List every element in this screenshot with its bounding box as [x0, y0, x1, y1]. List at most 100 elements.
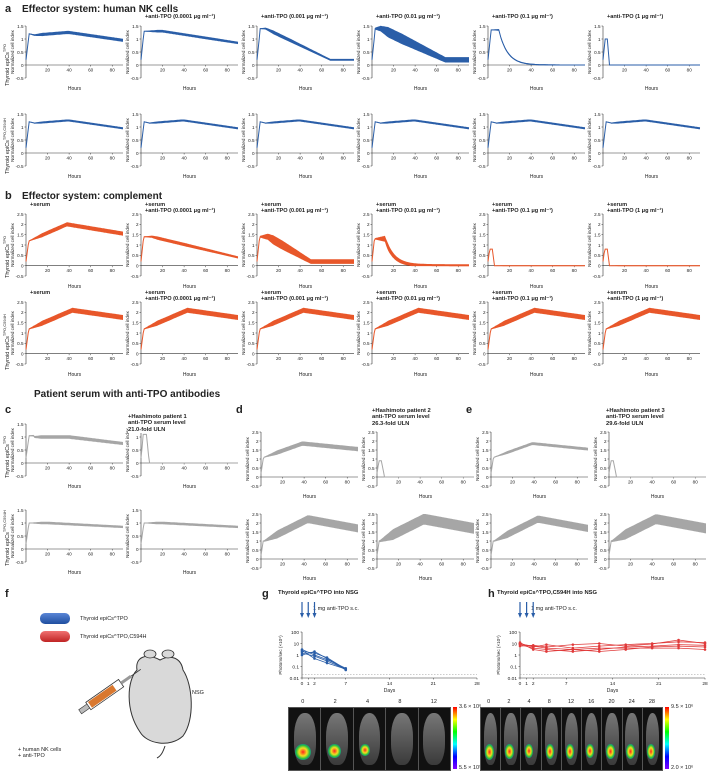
luminescence-signal: [626, 743, 636, 760]
x-tick-label: 20: [507, 156, 513, 161]
panel-f-treatment-text: + human NK cells + anti-TPO: [18, 747, 62, 759]
series-band: [141, 521, 238, 544]
y-tick-label: 0: [136, 461, 139, 466]
series-line: [260, 518, 359, 556]
y-tick-label: 0: [367, 63, 370, 68]
y-tick-label: 0.5: [363, 341, 370, 346]
x-tick-label: 60: [203, 68, 209, 73]
series-band: [488, 119, 585, 148]
y-tick-label: 1: [367, 125, 370, 130]
y-tick-label: 2: [486, 521, 489, 526]
x-tick-label: 20: [160, 156, 166, 161]
y-tick-label: 1.5: [252, 448, 259, 453]
x-axis-label: Hours: [68, 372, 82, 378]
y-tick-label: 1: [367, 37, 370, 42]
y-axis-label: Normalized cell index: [472, 310, 477, 354]
y-axis-label: Normalized cell index: [472, 222, 477, 266]
x-tick-label: 20: [391, 268, 397, 273]
y-tick-label: -0.5: [16, 362, 24, 367]
y-tick-label: 0: [483, 151, 486, 156]
y-tick-label: -0.5: [593, 362, 601, 367]
y-tick-label: 0.5: [248, 138, 255, 143]
x-tick-label: 60: [553, 480, 559, 485]
x-tick-label: 40: [302, 480, 308, 485]
y-tick-label: 1: [598, 125, 601, 130]
series-band: [372, 119, 469, 148]
mouse-body: [128, 655, 192, 744]
syringe-icon: [78, 669, 141, 715]
x-tick-label: 80: [225, 268, 231, 273]
mouse-tail: [156, 745, 166, 759]
y-tick-label: 1.5: [17, 508, 24, 513]
y-tick-label: 0.5: [248, 253, 255, 258]
mouse-data-point: [300, 651, 304, 655]
y-tick-label: 0.5: [363, 138, 370, 143]
x-tick-label: 80: [110, 268, 116, 273]
x-tick-label: 60: [439, 480, 445, 485]
y-axis-label: Normalized cell index: [241, 29, 246, 73]
subplot-title: +anti-TPO (0.0001 μg ml⁻¹): [145, 207, 215, 214]
nk-mutant-plot: -0.5 0 0.5 1 1.5 20 40 60 80 Hours Normalized cell…: [10, 112, 124, 180]
x-tick-label: 20: [391, 356, 397, 361]
y-tick-label: 0.5: [479, 253, 486, 258]
x-tick-label: 28: [474, 681, 480, 687]
mouse-label: NSG: [192, 690, 204, 696]
y-tick-label: 2.5: [482, 512, 489, 517]
y-tick-label: -0.5: [16, 474, 24, 479]
x-axis-label: Hours: [651, 576, 665, 582]
mouse-data-point: [597, 644, 601, 648]
y-tick-label: 2.5: [363, 212, 370, 217]
series-band: [488, 248, 585, 267]
x-tick-label: 2: [532, 681, 535, 687]
y-axis-label: Normalized cell index: [587, 310, 592, 354]
complement-tpo-plot: -0.5 0 0.5 1 1.5 2 2.5 20 40 60 80 Hours Normalized …: [10, 202, 124, 290]
y-tick-label: 0: [367, 263, 370, 268]
row-label-tpo: Thyroid epiCsTPO: [2, 435, 11, 478]
series-line: [140, 433, 238, 464]
y-tick-label: 0: [598, 63, 601, 68]
y-axis-label: Normalized cell index: [356, 310, 361, 354]
mouse-data-point: [597, 650, 601, 653]
mouse-data-point: [313, 650, 316, 653]
y-tick-label: 1: [372, 539, 375, 544]
y-axis-label: Normalized cell index: [10, 29, 15, 73]
y-tick-label: 1: [136, 243, 139, 248]
y-tick-label: 0.5: [17, 341, 24, 346]
mouse-data-point: [703, 645, 707, 649]
y-axis-label: Normalized cell index: [356, 117, 361, 161]
x-tick-label: 0: [301, 681, 304, 687]
x-tick-label: 80: [687, 268, 693, 273]
y-tick-label: 0.01: [290, 676, 300, 682]
x-tick-label: 20: [510, 562, 516, 567]
y-tick-label: 2: [256, 521, 259, 526]
subplot-title: +anti-TPO (0.001 μg ml⁻¹): [261, 207, 328, 214]
mouse-data-point: [300, 653, 304, 657]
y-tick-label: 0: [486, 475, 489, 480]
x-tick-label: 80: [572, 68, 578, 73]
scale-min-label: 5.5 × 10⁵: [459, 765, 482, 771]
y-tick-label: -0.5: [362, 274, 370, 279]
x-axis-label: Hours: [645, 284, 659, 290]
y-tick-label: -0.5: [367, 484, 375, 489]
mouse-data-point: [624, 644, 628, 648]
series-line: [256, 309, 355, 350]
subplot-title: +anti-TPO (0.001 μg ml⁻¹): [261, 13, 328, 20]
y-tick-label: 0.5: [17, 534, 24, 539]
x-tick-label: 60: [671, 480, 677, 485]
panel-letter-b: b: [5, 190, 12, 202]
x-axis-label: Hours: [299, 86, 313, 92]
luminescence-signal: [484, 743, 495, 761]
y-tick-label: -0.5: [593, 274, 601, 279]
x-axis-label: Hours: [183, 284, 197, 290]
subplot-title: +serum: [376, 202, 396, 208]
subplot-title: +serum: [145, 202, 165, 208]
x-axis-label: Hours: [645, 86, 659, 92]
complement-mutant-plot: -0.5 0 0.5 1 1.5 2 2.5 20 40 60 80 Hours Normalized …: [241, 290, 355, 378]
y-axis-label: Normalized cell index: [475, 436, 480, 480]
legend-mutant: Thyroid epiCs^TPO,C594H: [80, 634, 147, 640]
series-line: [25, 522, 124, 544]
nk-tpo-plot: -0.5 0 0.5 1 1.5 20 40 60 80 Hours Normalized cell…: [472, 13, 585, 92]
x-tick-label: 80: [341, 356, 347, 361]
y-axis-label: Normalized cell index: [125, 222, 130, 266]
series-band: [488, 307, 585, 350]
